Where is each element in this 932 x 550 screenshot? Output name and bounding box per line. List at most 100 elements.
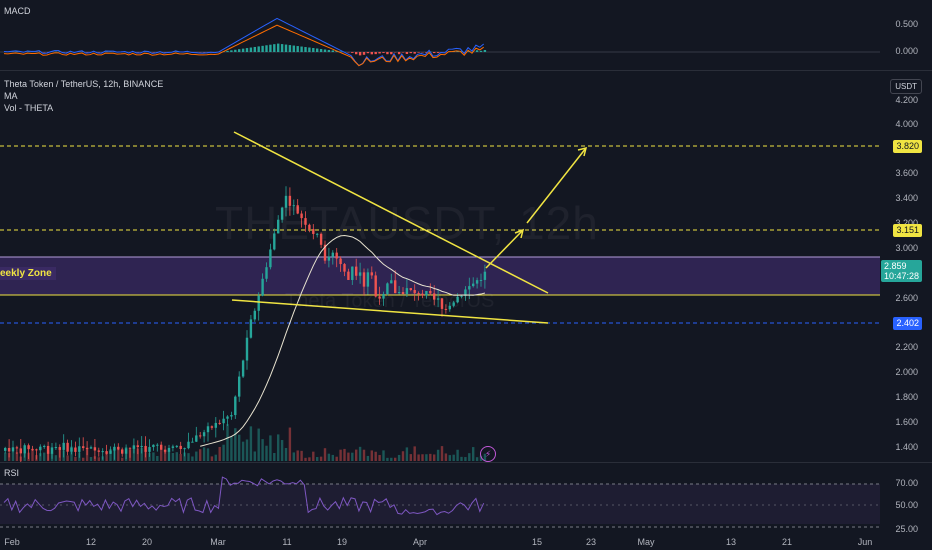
time-tick: Feb	[4, 537, 20, 547]
volume-bar	[124, 447, 128, 461]
volume-bar	[405, 447, 409, 461]
time-tick: 13	[725, 537, 737, 547]
candle-body	[253, 310, 256, 320]
macd-histogram-bar	[460, 51, 463, 52]
volume-bar	[347, 452, 350, 461]
candle-body	[117, 446, 120, 450]
candle-body	[218, 422, 221, 424]
macd-histogram-bar	[436, 52, 440, 53]
candle-body	[187, 441, 190, 449]
pane-separator[interactable]	[0, 462, 932, 463]
volume-bar	[160, 446, 163, 461]
macd-histogram-bar	[253, 46, 256, 52]
price-tick: 1.600	[895, 417, 918, 427]
projection-arrow-2	[526, 147, 587, 224]
macd-histogram-bar	[245, 48, 249, 52]
price-tick: 3.000	[895, 243, 918, 253]
volume-bar	[171, 452, 175, 461]
candle-body	[70, 447, 73, 452]
candle-body	[230, 415, 233, 417]
volume-bar	[413, 446, 416, 461]
candle-body	[456, 296, 459, 303]
macd-histogram-bar	[351, 52, 354, 53]
macd-histogram-bar	[479, 50, 483, 52]
price-tag-3151: 3.151	[893, 224, 922, 237]
lightning-icon[interactable]: ⚡	[480, 446, 496, 462]
ma-indicator-label[interactable]: MA	[4, 91, 18, 101]
volume-indicator-label[interactable]: Vol - THETA	[4, 103, 54, 113]
candle-body	[128, 448, 132, 450]
candle-body	[374, 275, 377, 297]
candle-body	[296, 205, 299, 214]
candle-body	[464, 289, 467, 296]
candle-body	[144, 445, 147, 452]
volume-bar	[362, 449, 366, 461]
projection-arrow-1	[485, 229, 524, 269]
candle-body	[97, 450, 100, 452]
current-price-tag: 2.859 10:47:28	[880, 260, 922, 282]
candle-body	[288, 195, 292, 206]
pane-separator[interactable]	[0, 70, 932, 71]
candle-body	[148, 447, 151, 452]
symbol-watermark-sub: Theta Token / TetherUS	[285, 290, 495, 312]
candle-body	[245, 337, 249, 361]
candle-body	[265, 267, 268, 279]
macd-histogram-bar	[339, 51, 342, 52]
candle-body	[163, 449, 167, 452]
candle-body	[316, 233, 319, 235]
volume-bar	[460, 456, 463, 461]
projection-arrow-1-head	[514, 228, 525, 239]
candle-body	[121, 449, 124, 454]
candle-body	[66, 442, 69, 452]
volume-bar	[358, 446, 362, 461]
symbol-info[interactable]: Theta Token / TetherUS, 12h, BINANCE	[4, 79, 164, 89]
candle-body	[175, 445, 178, 447]
candle-body	[339, 258, 342, 265]
volume-bar	[85, 447, 89, 461]
volume-bar	[319, 456, 323, 461]
candle-body	[191, 441, 194, 443]
candle-body	[444, 308, 448, 310]
candle-body	[19, 448, 22, 454]
macd-histogram-bar	[335, 50, 338, 52]
price-tick: 3.600	[895, 168, 918, 178]
macd-histogram-bar	[257, 46, 260, 52]
volume-bar	[175, 452, 178, 461]
macd-histogram-bar	[433, 52, 436, 54]
volume-bar	[101, 456, 104, 461]
volume-bar	[472, 447, 475, 461]
candle-body	[238, 376, 241, 397]
candle-body	[409, 288, 412, 291]
macd-histogram-bar	[413, 52, 416, 54]
volume-bar	[378, 455, 381, 461]
candle-body	[460, 295, 463, 297]
price-tag-3820: 3.820	[893, 140, 922, 153]
candle-body	[347, 271, 350, 280]
volume-bar	[308, 457, 311, 461]
volume-bar	[202, 447, 206, 461]
volume-bar	[218, 446, 221, 461]
macd-tick: 0.500	[895, 19, 918, 29]
candle-body	[440, 298, 444, 309]
volume-bar	[257, 428, 260, 461]
macd-signal-line	[3, 24, 484, 67]
volume-bar	[156, 455, 159, 461]
symbol-watermark: THETAUSDT, 12h	[215, 197, 599, 249]
currency-button[interactable]: USDT	[890, 79, 922, 94]
volume-bar	[195, 451, 198, 461]
candle-body	[113, 446, 116, 451]
macd-histogram-bar	[308, 47, 311, 52]
candle-body	[11, 447, 15, 452]
macd-histogram-bar	[475, 50, 479, 52]
volume-bar	[335, 456, 338, 461]
candle-body	[214, 422, 217, 428]
volume-bar	[35, 455, 38, 461]
macd-histogram-bar	[288, 45, 292, 52]
projection-arrow-2-head	[577, 146, 588, 157]
candle-body	[483, 271, 487, 280]
candle-body	[413, 290, 416, 294]
candle-body	[210, 426, 214, 428]
price-tick: 1.800	[895, 392, 918, 402]
volume-bar	[43, 452, 46, 461]
